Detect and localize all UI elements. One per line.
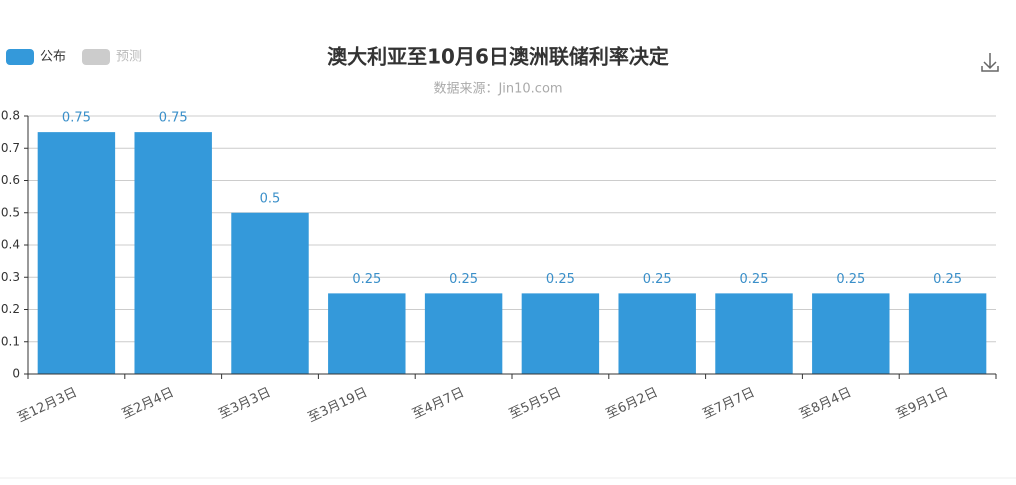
legend-swatch — [6, 49, 34, 65]
x-tick-label: 至8月4日 — [797, 385, 854, 422]
y-tick-label: 0.7 — [1, 141, 20, 155]
bar — [134, 132, 212, 374]
download-icon[interactable] — [981, 53, 999, 72]
x-tick-label: 至6月2日 — [604, 385, 661, 422]
value-label: 0.25 — [643, 272, 672, 287]
y-tick-label: 0.5 — [1, 205, 20, 219]
value-label: 0.25 — [352, 272, 381, 287]
x-tick-label: 至4月7日 — [410, 385, 467, 422]
x-tick-label: 至2月4日 — [120, 385, 177, 422]
x-tick-label: 至3月19日 — [306, 385, 370, 426]
chart-title: 澳大利亚至10月6日澳洲联储利率决定 — [327, 45, 669, 69]
value-label: 0.25 — [546, 272, 575, 287]
y-tick-label: 0.8 — [1, 109, 20, 123]
x-tick-label: 至7月7日 — [700, 385, 757, 422]
bar — [231, 212, 309, 374]
bar — [715, 293, 793, 374]
legend-label: 预测 — [116, 50, 142, 65]
bar — [37, 132, 116, 374]
bar — [618, 293, 696, 374]
x-tick-label: 至5月5日 — [507, 385, 564, 422]
bar — [521, 293, 600, 374]
value-label: 0.25 — [449, 272, 478, 287]
y-tick-label: 0.6 — [1, 173, 20, 187]
y-tick-label: 0 — [12, 367, 20, 381]
bar — [908, 293, 987, 374]
value-label: 0.25 — [740, 272, 769, 287]
x-tick-label: 至12月3日 — [15, 385, 79, 426]
value-label: 0.25 — [933, 272, 962, 287]
value-label: 0.5 — [260, 191, 281, 206]
bar — [424, 293, 503, 374]
chart-subtitle: 数据来源：Jin10.com — [433, 82, 562, 97]
bar — [328, 293, 406, 374]
value-label: 0.75 — [159, 111, 188, 126]
y-tick-label: 0.2 — [1, 302, 20, 316]
legend-swatch — [82, 49, 110, 65]
value-label: 0.25 — [836, 272, 865, 287]
bar — [812, 293, 890, 374]
x-tick-label: 至3月3日 — [216, 385, 273, 422]
x-tick-label: 至9月1日 — [894, 385, 951, 422]
value-label: 0.75 — [62, 111, 91, 126]
y-tick-label: 0.3 — [1, 270, 20, 284]
legend-label: 公布 — [40, 50, 66, 65]
y-tick-label: 0.4 — [1, 238, 20, 252]
y-tick-label: 0.1 — [1, 334, 20, 348]
